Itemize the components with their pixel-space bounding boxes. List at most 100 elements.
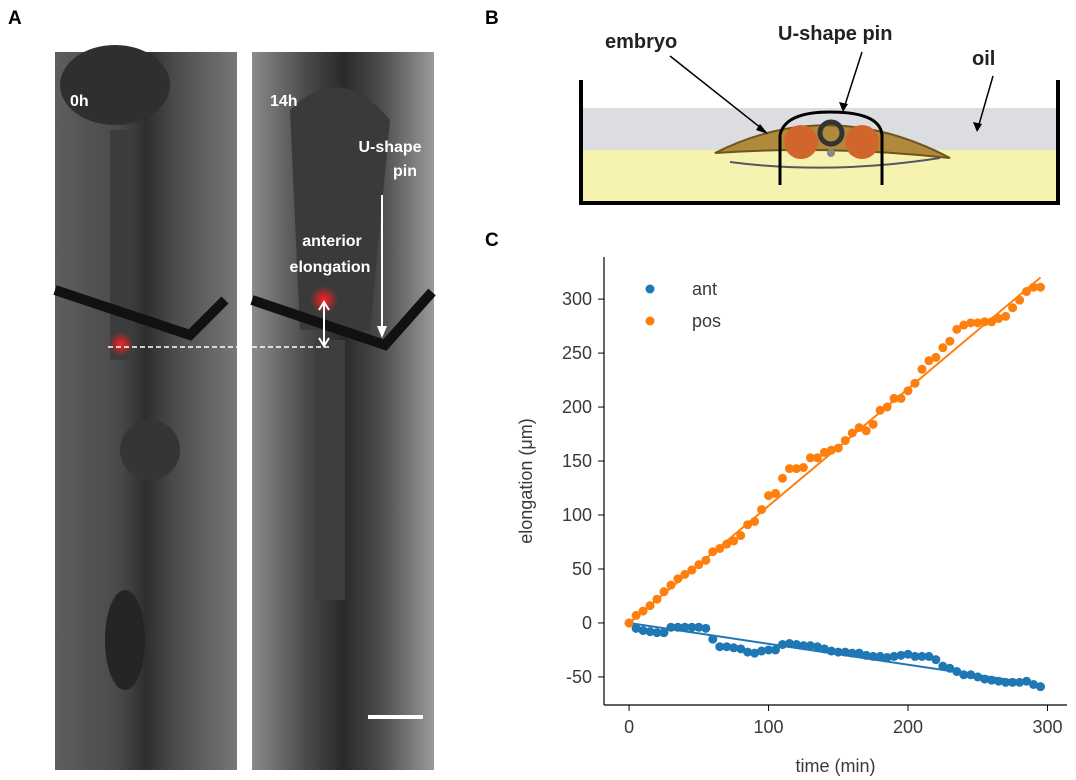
point [645,601,655,611]
point [778,473,788,483]
point [910,651,920,661]
point [638,606,648,616]
point [680,622,690,632]
x-tick-label: 200 [893,717,923,737]
y-tick-label: 0 [582,613,592,633]
legend-label: pos [692,311,721,331]
point [889,651,899,661]
point [729,643,739,653]
point [729,536,739,546]
point [1029,282,1039,292]
y-axis-label: elongation (μm) [516,418,536,543]
elongation-label: anterior [302,233,362,250]
point [854,423,864,433]
point [952,324,962,334]
point [736,644,746,654]
panel-label: C [485,230,499,251]
point [715,543,725,553]
point [805,453,815,463]
point [973,672,983,682]
y-tick-label: 300 [562,289,592,309]
y-tick-label: 150 [562,451,592,471]
point [638,626,648,636]
point [1022,287,1032,297]
x-axis-label: time (min) [796,756,876,776]
point [840,436,850,446]
point [673,574,683,584]
y-tick-label: 250 [562,343,592,363]
point [680,569,690,579]
point [750,516,760,526]
point [743,520,753,530]
legend-marker [645,284,655,294]
point [938,343,948,353]
point [750,648,760,658]
point [959,320,969,330]
point [987,675,997,685]
point [868,651,878,661]
point [1036,282,1046,292]
point [840,647,850,657]
oil-label: oil [972,48,995,70]
embryo-label: embryo [605,31,677,53]
point [987,317,997,327]
point [757,646,767,656]
point [896,393,906,403]
point [736,531,746,541]
point [1029,679,1039,689]
point [743,647,753,657]
frame-label: 14h [270,93,298,110]
point [889,393,899,403]
point [924,356,934,366]
point [875,405,885,415]
point [819,447,829,457]
point [771,488,781,498]
point [945,663,955,673]
point [931,655,941,665]
point [666,580,676,590]
point [980,317,990,327]
point [687,565,697,575]
point [819,644,829,654]
point [764,645,774,655]
point [826,646,836,656]
point [722,642,732,652]
legend-label: ant [692,279,717,299]
point [652,628,662,638]
frame-label: 0h [70,93,89,110]
point [694,622,704,632]
point [791,464,801,474]
point [966,318,976,328]
point [903,386,913,396]
point [631,610,641,620]
point [903,649,913,659]
point [722,539,732,549]
elongation-label: elongation [290,259,371,276]
point [659,628,669,638]
pin-label: U-shape [358,139,421,156]
point [694,560,704,570]
point [917,364,927,374]
point [861,650,871,660]
panel-label: A [8,8,22,29]
point [1015,677,1025,687]
point [826,445,836,455]
point [959,670,969,680]
pin-label: pin [393,163,417,180]
point [798,463,808,473]
point [784,638,794,648]
y-tick-label: 100 [562,505,592,525]
point [715,642,725,652]
point [778,640,788,650]
point [896,650,906,660]
point [764,491,774,501]
point [708,547,718,557]
point [673,622,683,632]
point [980,674,990,684]
point [701,623,711,633]
point [931,352,941,362]
point [645,627,655,637]
point [994,676,1004,686]
point [952,667,962,677]
